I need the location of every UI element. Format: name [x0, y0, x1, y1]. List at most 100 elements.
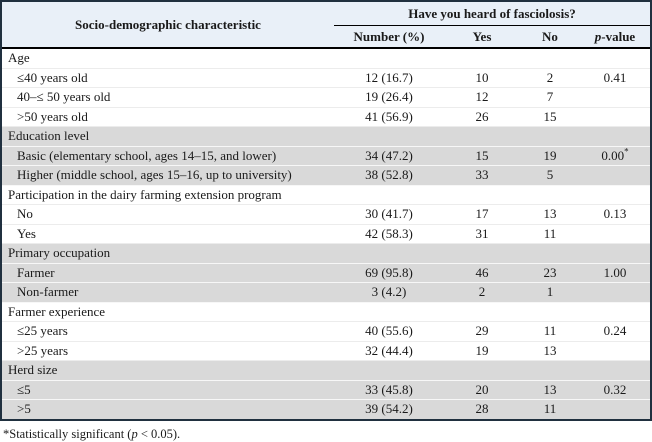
pvalue-cell	[580, 400, 650, 419]
number-pct-cell: 33 (45.8)	[365, 381, 413, 397]
characteristic-cell: ≤5	[17, 381, 31, 397]
column-header-yes: Yes	[444, 25, 520, 49]
data-row-basic-elementary-school-ages-14-15-and-l: Basic (elementary school, ages 14–15, an…	[2, 146, 650, 166]
pvalue-cell	[580, 88, 650, 108]
yes-count-cell: 20	[475, 381, 489, 397]
no-count-cell: 11	[543, 323, 557, 339]
yes-count-cell: 19	[475, 342, 489, 358]
yes-count-cell: 26	[475, 108, 489, 124]
section-label: Farmer experience	[8, 303, 106, 319]
yes-count-cell: 10	[475, 69, 489, 85]
characteristic-cell: >50 years old	[17, 108, 88, 124]
pvalue-cell: 0.00*	[601, 146, 629, 163]
no-count-cell: 15	[543, 108, 557, 124]
number-pct-cell: 41 (56.9)	[365, 108, 413, 124]
footnote-suffix: < 0.05).	[137, 426, 181, 441]
number-pct-cell: 39 (54.2)	[365, 401, 413, 417]
column-header-question-span: Have you heard of fasciolosis?	[334, 2, 650, 26]
pvalue-header-italic-p: p	[594, 28, 602, 44]
number-pct-cell: 42 (58.3)	[365, 225, 413, 241]
yes-count-cell: 29	[475, 323, 489, 339]
pvalue-cell	[580, 341, 650, 361]
no-count-cell: 7	[546, 89, 554, 105]
number-pct-cell: 69 (95.8)	[365, 264, 413, 280]
characteristic-cell: Basic (elementary school, ages 14–15, an…	[17, 147, 277, 163]
section-row-participation-in-the-dairy-farming-exten: Participation in the dairy farming exten…	[2, 185, 650, 205]
pvalue-cell: 1.00	[603, 264, 627, 280]
significance-asterisk: *	[624, 146, 629, 157]
column-header-no: No	[520, 25, 580, 49]
pvalue-cell	[580, 107, 650, 127]
number-pct-cell: 34 (47.2)	[365, 147, 413, 163]
yes-count-cell: 15	[475, 147, 489, 163]
characteristic-cell: Non-farmer	[17, 284, 79, 300]
number-pct-cell: 12 (16.7)	[365, 69, 413, 85]
yes-count-cell: 12	[475, 89, 489, 105]
section-row-age: Age	[2, 48, 650, 68]
no-count-cell: 23	[543, 264, 557, 280]
yes-count-cell: 31	[475, 225, 489, 241]
section-label: Age	[8, 50, 30, 66]
no-count-cell: 1	[546, 284, 554, 300]
column-header-characteristic: Socio-demographic characteristic	[2, 2, 334, 49]
data-row-40-years-old: ≤40 years old 12 (16.7) 10 2 0.41	[2, 68, 650, 88]
characteristic-cell: >5	[17, 401, 31, 417]
column-header-number-pct: Number (%)	[334, 25, 444, 49]
section-row-education-level: Education level	[2, 126, 650, 146]
statistics-table-frame: Socio-demographic characteristic Have yo…	[0, 0, 652, 421]
yes-count-cell: 2	[478, 284, 486, 300]
section-row-farmer-experience: Farmer experience	[2, 302, 650, 322]
number-pct-cell: 3 (4.2)	[371, 284, 407, 300]
characteristic-cell: 40–≤ 50 years old	[17, 89, 111, 105]
pvalue-header-rest: -value	[601, 28, 636, 44]
data-row-yes: Yes 42 (58.3) 31 11	[2, 224, 650, 244]
yes-count-cell: 28	[475, 401, 489, 417]
pvalue-cell	[580, 283, 650, 303]
section-row-herd-size: Herd size	[2, 360, 650, 380]
no-count-cell: 2	[546, 69, 554, 85]
pvalue-cell: 0.41	[603, 69, 627, 85]
number-pct-cell: 19 (26.4)	[365, 89, 413, 105]
data-row-higher-middle-school-ages-15-16-up-to-un: Higher (middle school, ages 15–16, up to…	[2, 165, 650, 186]
no-count-cell: 5	[546, 167, 554, 183]
number-pct-cell: 38 (52.8)	[365, 167, 413, 183]
no-count-cell: 13	[543, 381, 557, 397]
section-row-primary-occupation: Primary occupation	[2, 243, 650, 263]
pvalue-cell: 0.32	[603, 381, 627, 397]
table-body: Age ≤40 years old 12 (16.7) 10 2 0.41 40–≤ 50 …	[2, 48, 650, 419]
header-row-subcolumns: Number (%) Yes No p-value	[2, 25, 650, 49]
section-label: Education level	[8, 128, 90, 144]
number-pct-cell: 40 (55.6)	[365, 323, 413, 339]
yes-count-cell: 17	[475, 206, 489, 222]
characteristic-cell: >25 years	[17, 342, 69, 358]
data-row-5: >5 39 (54.2) 28 11	[2, 399, 650, 419]
characteristic-cell: No	[17, 206, 33, 222]
no-count-cell: 11	[543, 225, 557, 241]
table-header: Socio-demographic characteristic Have yo…	[2, 2, 650, 49]
characteristic-cell: ≤40 years old	[17, 69, 88, 85]
data-row-25-years: ≤25 years 40 (55.6) 29 11 0.24	[2, 321, 650, 341]
no-count-cell: 11	[543, 401, 557, 417]
no-count-cell: 13	[543, 342, 557, 358]
section-label: Herd size	[8, 362, 58, 378]
characteristic-cell: ≤25 years	[17, 323, 68, 339]
data-row-50-years-old: >50 years old 41 (56.9) 26 15	[2, 107, 650, 127]
yes-count-cell: 33	[475, 167, 489, 183]
data-row-non-farmer: Non-farmer 3 (4.2) 2 1	[2, 282, 650, 303]
characteristic-cell: Yes	[17, 225, 36, 241]
pvalue-cell: 0.13	[603, 206, 627, 222]
data-row-25-years: >25 years 32 (44.4) 19 13	[2, 341, 650, 361]
data-row-farmer: Farmer 69 (95.8) 46 23 1.00	[2, 263, 650, 283]
pvalue-cell	[580, 224, 650, 244]
pvalue-cell	[580, 166, 650, 186]
data-row-5: ≤5 33 (45.8) 20 13 0.32	[2, 380, 650, 400]
footnote-italic-p: p	[131, 426, 138, 441]
no-count-cell: 13	[543, 206, 557, 222]
section-label: Participation in the dairy farming exten…	[8, 186, 282, 202]
table-footnote: *Statistically significant (p < 0.05).	[0, 421, 652, 442]
data-row-no: No 30 (41.7) 17 13 0.13	[2, 204, 650, 224]
data-row-40-50-years-old: 40–≤ 50 years old 19 (26.4) 12 7	[2, 87, 650, 108]
socio-demographic-table: Socio-demographic characteristic Have yo…	[2, 2, 650, 419]
number-pct-cell: 30 (41.7)	[365, 206, 413, 222]
